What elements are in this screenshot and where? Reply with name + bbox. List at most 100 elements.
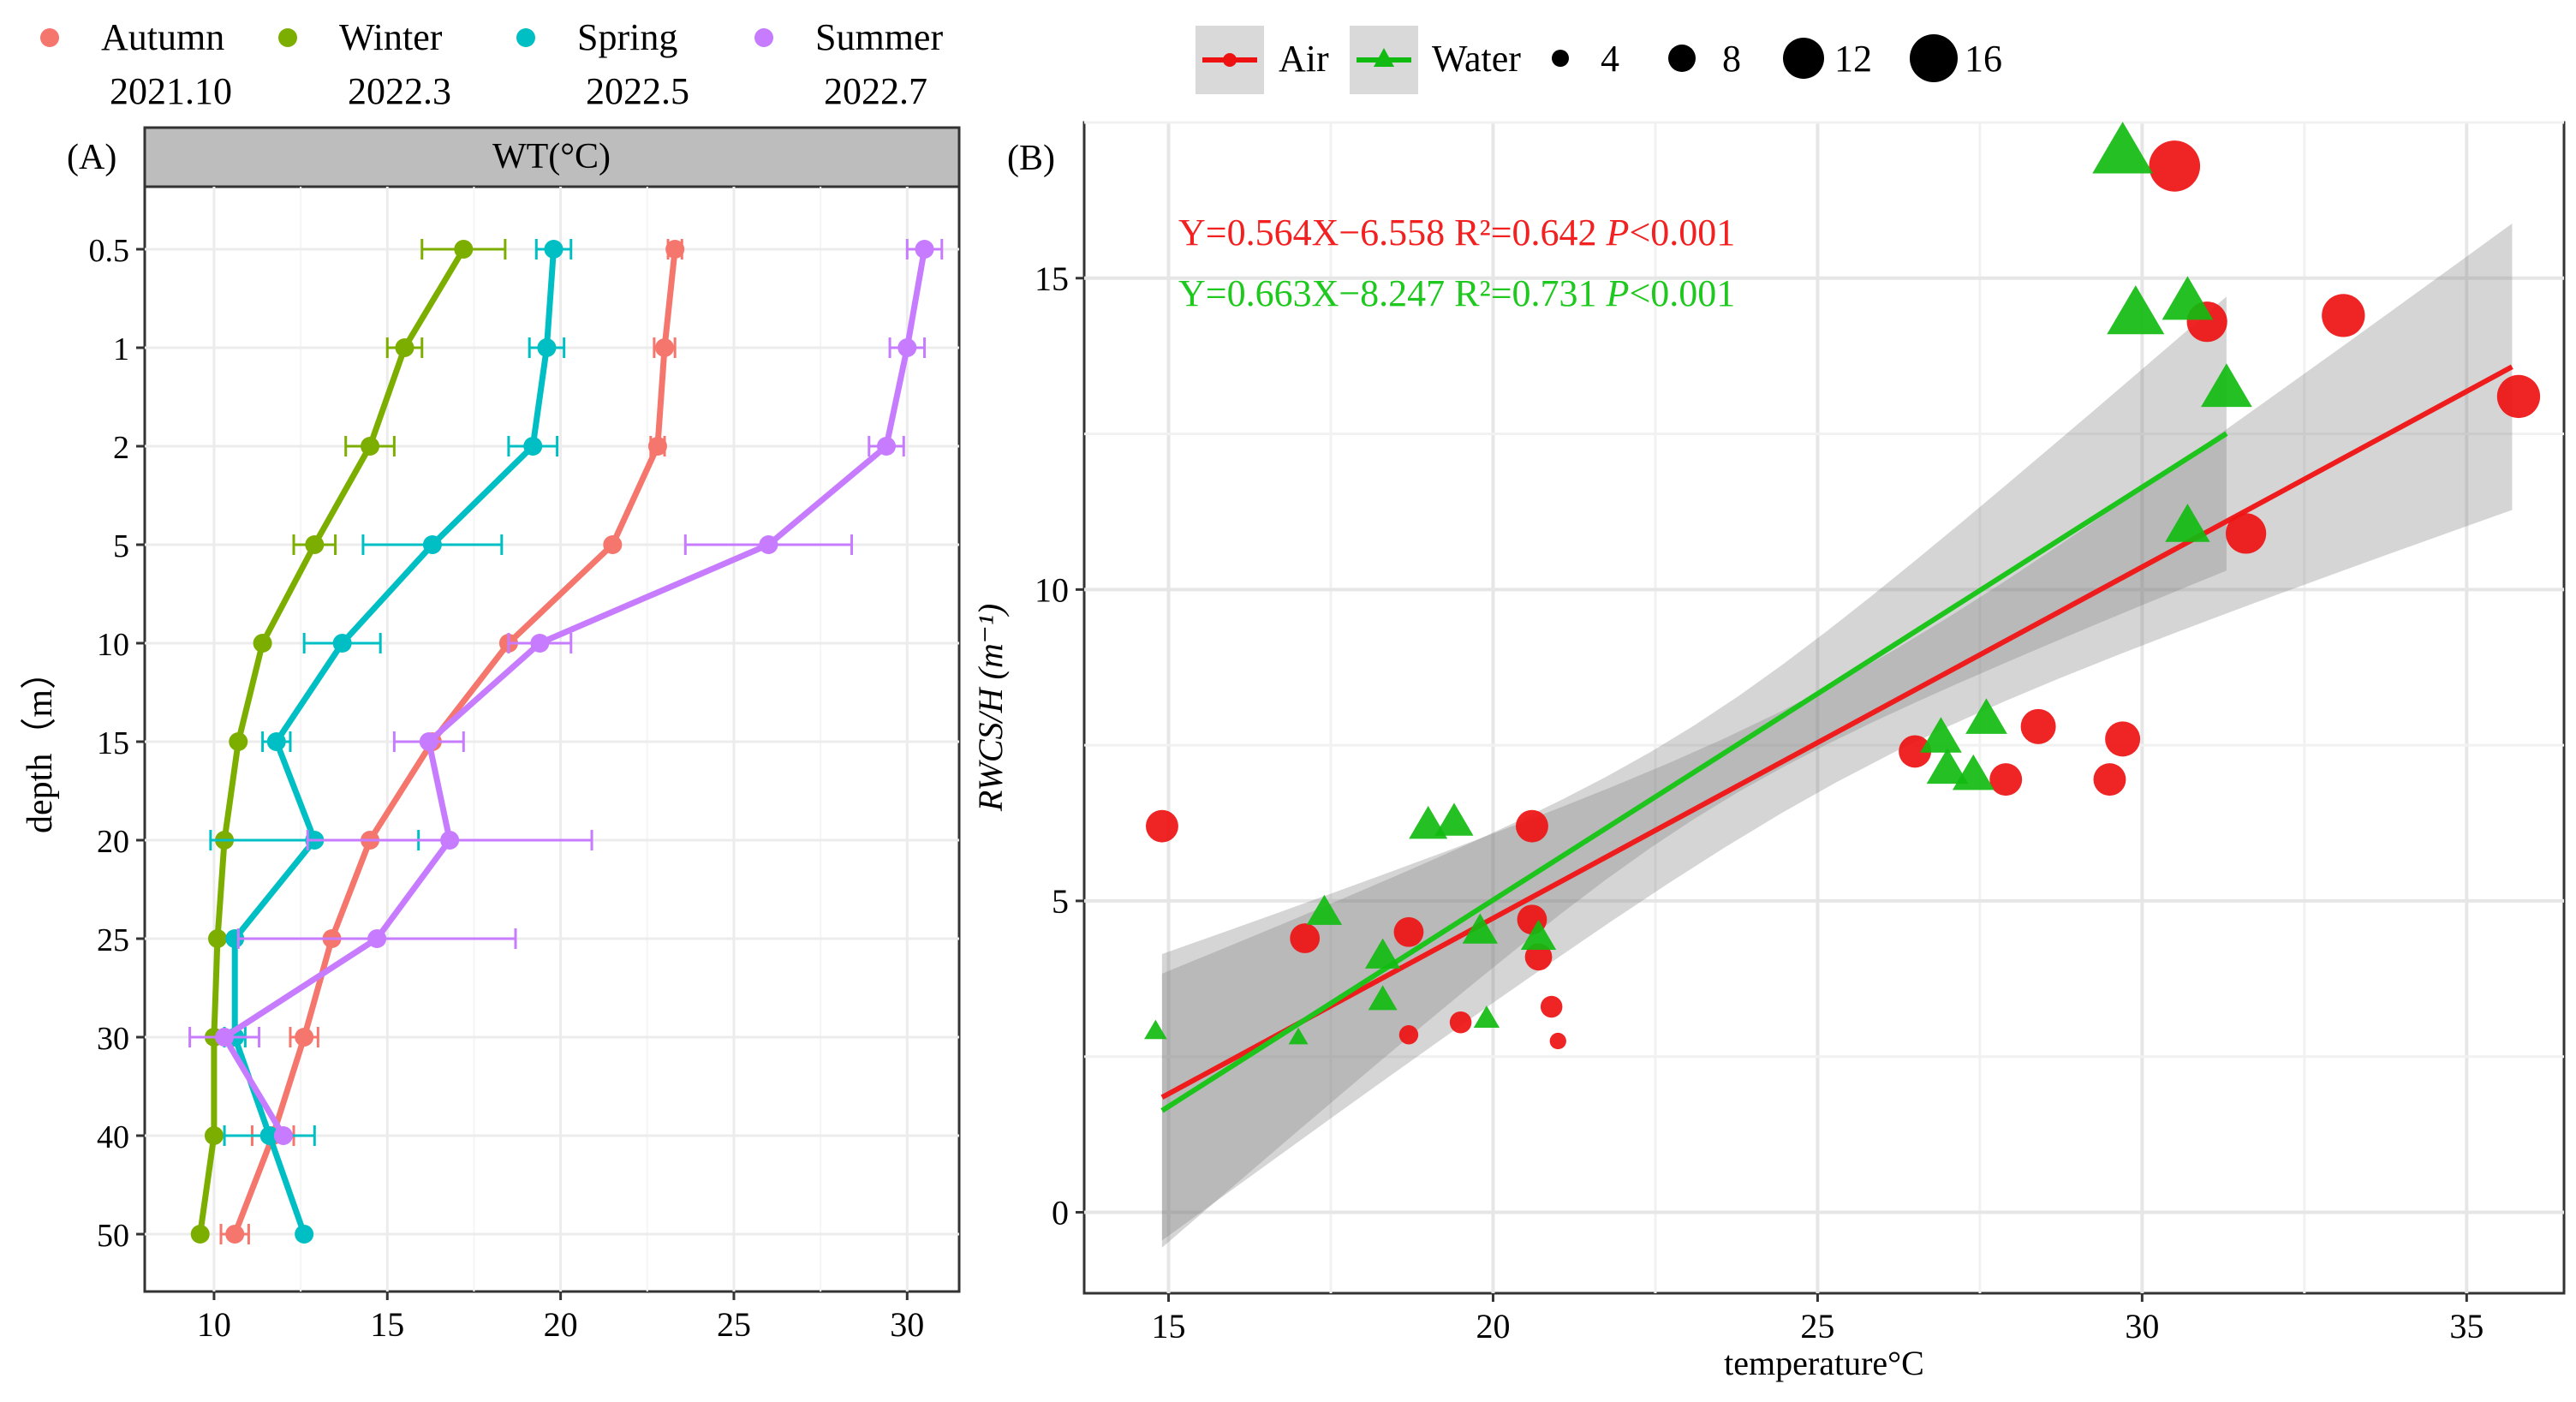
air-point [1145, 809, 1178, 843]
legend-key-water-point [1374, 48, 1394, 67]
regression-line-water [1160, 431, 2228, 1113]
water-point [1520, 919, 1557, 951]
panel-b-axes: 15 20 25 30 35 0 5 10 15 [1035, 260, 2484, 1345]
air-point [2093, 763, 2126, 796]
panel-b-xtick-label: 20 [1476, 1307, 1510, 1345]
air-point [2105, 721, 2141, 757]
panel-a-ytick-label: 2 [113, 430, 129, 466]
legend-key-spring [516, 28, 535, 47]
water-point [1473, 1005, 1500, 1028]
legend-date-label: 2021.10 [110, 70, 232, 112]
data-point-summer [273, 1126, 293, 1145]
water-point [1409, 805, 1448, 839]
air-point [1524, 943, 1553, 971]
regression-line-air [1160, 364, 2513, 1100]
water-point [1952, 754, 1995, 790]
water-point [1306, 894, 1343, 925]
data-point-autumn [655, 338, 675, 357]
water-point [2107, 285, 2165, 335]
air-point [1989, 763, 2023, 796]
air-point [2496, 374, 2541, 419]
data-point-winter [395, 338, 414, 357]
air-point [1549, 1032, 1566, 1050]
legend-date-label: 2022.5 [586, 70, 689, 112]
panel-b-xlabel: temperature°C [1724, 1344, 1924, 1382]
data-point-winter [207, 929, 227, 948]
data-point-autumn [603, 535, 623, 554]
data-point-summer [419, 732, 438, 751]
regression-lines [1160, 364, 2513, 1113]
legend-size-label: 16 [1965, 38, 2002, 80]
panel-b-xtick-label: 25 [1800, 1307, 1834, 1345]
panel-a-ytick-label: 0.5 [89, 233, 130, 269]
water-point [2162, 276, 2214, 320]
data-point-spring [259, 1126, 279, 1145]
air-point [2322, 294, 2365, 337]
data-point-winter [253, 634, 272, 653]
season-legend: Autumn 2021.10 Winter 2022.3 Spring 2022.5 Sum… [40, 16, 943, 112]
water-point [2201, 363, 2252, 408]
data-point-autumn [225, 1225, 245, 1244]
legend-size-key [1910, 34, 1958, 82]
panel-b-xtick-label: 35 [2449, 1307, 2484, 1345]
panel-a: Autumn 2021.10 Winter 2022.3 Spring 2022.5 Sum… [21, 16, 961, 1344]
panel-a-series [188, 239, 944, 1244]
data-point-summer [915, 240, 934, 259]
legend-date-label: 2022.3 [348, 70, 451, 112]
panel-a-ytick-label: 50 [97, 1218, 129, 1254]
water-point [1288, 1027, 1309, 1045]
panel-b-ytick-label: 10 [1035, 570, 1069, 609]
legend-season-label: Autumn [101, 16, 224, 58]
data-point-spring [537, 338, 557, 357]
air-point [1899, 735, 1932, 768]
air-point [2020, 708, 2056, 744]
data-point-spring [523, 437, 543, 456]
panel-b: Air Water 4 8 12 16 15 20 25 30 35 0 5 10 15 (B) Y=0.… [971, 26, 2566, 1382]
data-point-summer [440, 831, 460, 850]
panel-a-strip [143, 126, 961, 188]
series-legend: Air Water 4 8 12 16 [1196, 26, 2002, 94]
panel-a-ytick-label: 30 [97, 1021, 129, 1057]
water-point [1462, 913, 1498, 944]
legend-season-label: Spring [577, 16, 677, 58]
data-point-summer [530, 634, 550, 653]
legend-size-key [1552, 50, 1569, 67]
data-point-winter [361, 437, 380, 456]
data-point-winter [204, 1126, 224, 1145]
data-point-winter [190, 1225, 210, 1244]
air-point [1393, 916, 1424, 947]
data-point-spring [295, 1225, 314, 1244]
water-point [1920, 717, 1962, 753]
data-point-spring [422, 535, 442, 554]
water-equation: Y=0.663X−8.247 R²=0.731 P<0.001 [1178, 272, 1735, 314]
water-point [1364, 938, 1401, 969]
legend-season-label: Winter [339, 16, 443, 58]
panel-b-points [1144, 122, 2541, 1050]
air-point [1515, 809, 1548, 843]
panel-b-ytick-label: 15 [1035, 260, 1069, 298]
data-point-summer [367, 929, 387, 948]
data-point-autumn [295, 1028, 314, 1047]
legend-size-key [1668, 45, 1696, 72]
panel-b-label: (B) [1007, 139, 1055, 178]
panel-a-xtick-label: 15 [370, 1305, 404, 1344]
air-point [1290, 923, 1321, 953]
air-point [1540, 995, 1563, 1018]
legend-key-autumn [40, 28, 59, 47]
panel-a-ytick-label: 15 [97, 725, 129, 761]
panel-a-ytick-label: 5 [113, 528, 129, 564]
panel-b-xtick-label: 15 [1152, 1307, 1186, 1345]
legend-size-label: 4 [1601, 38, 1619, 80]
data-point-spring [266, 732, 286, 751]
water-point [1144, 1019, 1167, 1040]
data-point-autumn [665, 240, 685, 259]
air-point [1398, 1025, 1419, 1045]
legend-size-key [1783, 38, 1824, 79]
data-point-summer [215, 1028, 235, 1047]
legend-size-label: 8 [1722, 38, 1741, 80]
panel-a-ytick-label: 25 [97, 922, 129, 958]
panel-a-ytick-label: 40 [97, 1119, 129, 1155]
water-point [1368, 985, 1398, 1011]
panel-a-xtick-label: 30 [890, 1305, 924, 1344]
